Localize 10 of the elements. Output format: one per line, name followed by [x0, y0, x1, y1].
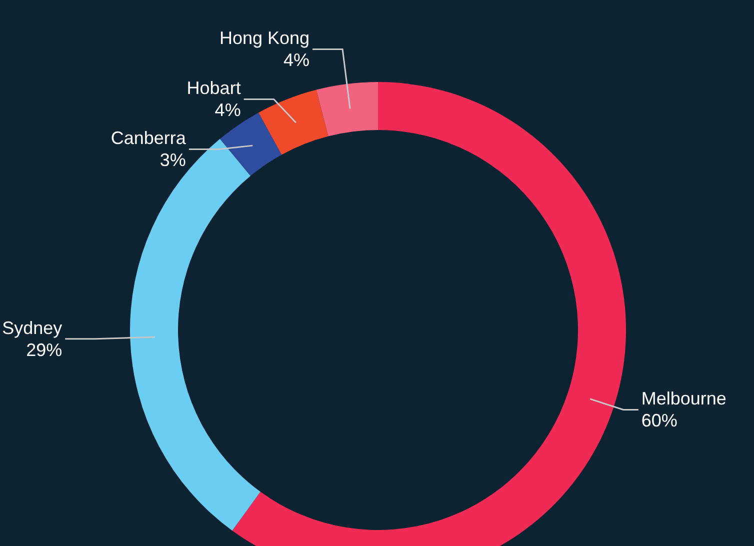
slice-label: Hobart: [186, 78, 241, 98]
data-label: 60%: [641, 410, 678, 431]
slice-label: Hong Kong: [219, 28, 310, 48]
slice-label: Canberra: [110, 128, 187, 148]
data-label: 4%: [284, 50, 310, 70]
data-label: 4%: [214, 100, 241, 120]
slice-label: Melbourne: [641, 388, 726, 409]
data-label: 29%: [26, 340, 62, 360]
data-label: 3%: [160, 150, 186, 170]
slice-label: Sydney: [2, 318, 62, 338]
